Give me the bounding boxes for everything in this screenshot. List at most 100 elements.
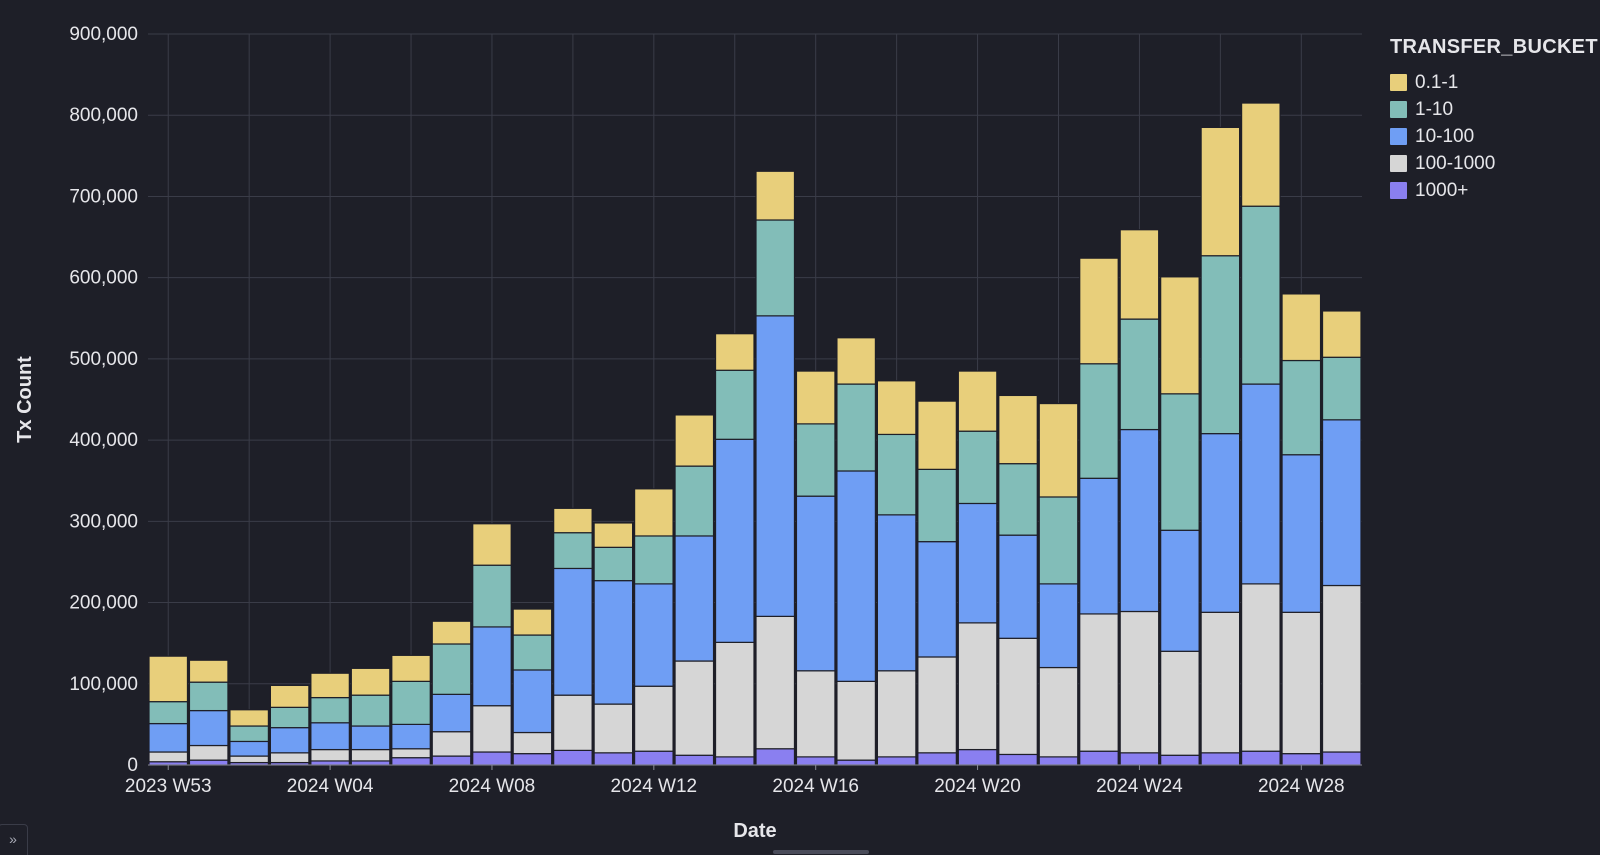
bar-segment[interactable] <box>1200 433 1241 613</box>
bar-segment[interactable] <box>755 615 796 750</box>
bar-segment[interactable] <box>836 680 877 761</box>
bar-segment[interactable] <box>1079 363 1119 479</box>
bar-segment[interactable] <box>1160 754 1200 766</box>
bar-segment[interactable] <box>714 438 755 643</box>
expand-panel-icon[interactable]: » <box>0 824 28 855</box>
bar-segment[interactable] <box>593 752 634 766</box>
bar-segment[interactable] <box>795 670 836 758</box>
bar-segment[interactable] <box>1200 126 1241 257</box>
legend-item[interactable]: 1000+ <box>1390 177 1600 204</box>
bar-segment[interactable] <box>1200 752 1241 766</box>
bar-segment[interactable] <box>472 705 512 753</box>
bar-segment[interactable] <box>1119 318 1160 431</box>
bar-segment[interactable] <box>876 670 917 758</box>
bar-segment[interactable] <box>957 748 998 766</box>
bar-segment[interactable] <box>431 620 472 645</box>
bar-segment[interactable] <box>553 567 593 696</box>
bar-segment[interactable] <box>633 535 674 585</box>
bar-segment[interactable] <box>188 744 229 761</box>
bar-segment[interactable] <box>674 535 715 662</box>
bar-segment[interactable] <box>391 680 431 725</box>
bar-segment[interactable] <box>1281 753 1322 766</box>
bar-segment[interactable] <box>755 219 796 317</box>
bar-segment[interactable] <box>1038 583 1079 669</box>
bar-segment[interactable] <box>1160 393 1200 531</box>
bar-segment[interactable] <box>836 759 877 766</box>
bar-segment[interactable] <box>1038 402 1079 498</box>
bar-segment[interactable] <box>188 759 229 766</box>
bar-segment[interactable] <box>512 669 553 734</box>
bar-segment[interactable] <box>269 684 310 708</box>
bar-segment[interactable] <box>755 170 796 221</box>
bar-segment[interactable] <box>957 430 998 505</box>
bar-segment[interactable] <box>876 380 917 436</box>
bar-segment[interactable] <box>1079 613 1119 752</box>
legend-item[interactable]: 0.1-1 <box>1390 69 1600 96</box>
bar-segment[interactable] <box>1240 102 1281 207</box>
bar-segment[interactable] <box>1240 583 1281 752</box>
bar-segment[interactable] <box>310 748 350 762</box>
bar-segment[interactable] <box>472 523 512 566</box>
bar-segment[interactable] <box>472 626 512 707</box>
bar-segment[interactable] <box>674 660 715 756</box>
bar-segment[interactable] <box>755 748 796 766</box>
bar-segment[interactable] <box>472 751 512 766</box>
bar-segment[interactable] <box>350 725 391 751</box>
bar-segment[interactable] <box>269 706 310 729</box>
bar-segment[interactable] <box>1281 454 1322 613</box>
bar-segment[interactable] <box>553 532 593 570</box>
bar-segment[interactable] <box>917 656 957 754</box>
bar-segment[interactable] <box>512 753 553 766</box>
bar-segment[interactable] <box>1321 419 1362 587</box>
bar-segment[interactable] <box>1079 257 1119 365</box>
bar-segment[interactable] <box>1321 751 1362 766</box>
bar-segment[interactable] <box>998 753 1038 766</box>
bar-segment[interactable] <box>674 754 715 766</box>
bar-segment[interactable] <box>957 622 998 751</box>
bar-segment[interactable] <box>188 659 229 683</box>
bar-segment[interactable] <box>755 315 796 617</box>
bar-segment[interactable] <box>1281 611 1322 755</box>
bar-segment[interactable] <box>998 463 1038 536</box>
bar-segment[interactable] <box>1038 496 1079 585</box>
legend-item[interactable]: 1-10 <box>1390 96 1600 123</box>
bar-segment[interactable] <box>1038 756 1079 766</box>
bar-segment[interactable] <box>876 433 917 516</box>
bar-segment[interactable] <box>269 752 310 764</box>
bar-segment[interactable] <box>472 564 512 628</box>
bar-segment[interactable] <box>148 751 189 763</box>
bar-segment[interactable] <box>998 534 1038 639</box>
bar-segment[interactable] <box>836 470 877 682</box>
bar-segment[interactable] <box>229 755 270 764</box>
bar-segment[interactable] <box>876 756 917 766</box>
bar-segment[interactable] <box>350 760 391 766</box>
bar-segment[interactable] <box>633 583 674 687</box>
bar-segment[interactable] <box>714 333 755 371</box>
bar-segment[interactable] <box>1119 229 1160 320</box>
bar-segment[interactable] <box>310 672 350 699</box>
bar-segment[interactable] <box>633 685 674 752</box>
bar-segment[interactable] <box>1200 255 1241 435</box>
bar-segment[interactable] <box>553 749 593 766</box>
bar-segment[interactable] <box>674 465 715 537</box>
bar-segment[interactable] <box>1079 477 1119 615</box>
bar-segment[interactable] <box>431 643 472 695</box>
bar-segment[interactable] <box>1200 611 1241 754</box>
bar-segment[interactable] <box>391 654 431 682</box>
scroll-handle[interactable] <box>773 850 869 854</box>
bar-segment[interactable] <box>714 641 755 758</box>
bar-segment[interactable] <box>998 637 1038 756</box>
bar-segment[interactable] <box>1119 610 1160 754</box>
bar-segment[interactable] <box>553 507 593 534</box>
bar-segment[interactable] <box>269 727 310 754</box>
bar-segment[interactable] <box>1240 750 1281 766</box>
bar-segment[interactable] <box>512 608 553 636</box>
bar-segment[interactable] <box>1240 205 1281 385</box>
bar-segment[interactable] <box>1321 584 1362 753</box>
bar-segment[interactable] <box>674 414 715 467</box>
bar-segment[interactable] <box>1119 428 1160 613</box>
bar-segment[interactable] <box>795 423 836 497</box>
bar-segment[interactable] <box>188 681 229 712</box>
bar-segment[interactable] <box>1321 310 1362 358</box>
bar-segment[interactable] <box>1119 752 1160 766</box>
